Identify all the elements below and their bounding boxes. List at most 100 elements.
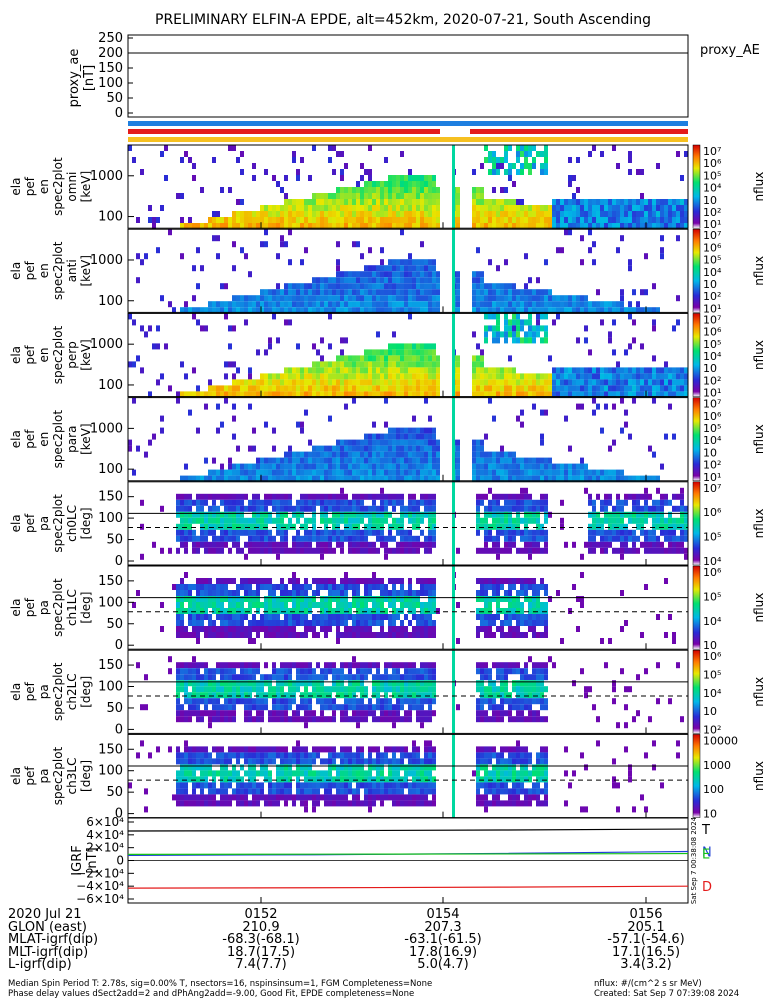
- proxy-ae-tick-label: 0: [115, 106, 123, 121]
- colorbar-1: 10⁷10⁶10⁵10⁴10⁳10²10¹ nflux: [693, 229, 766, 315]
- panel-6-ylabel: ch2LC: [65, 673, 79, 710]
- panel-7-ylabel: spec2plot: [51, 746, 65, 805]
- panel-0-ylabel: spec2plot: [51, 157, 65, 216]
- panel-3-tick-label: 100: [98, 462, 123, 477]
- colorbar-5: 10⁶10⁵10⁴10⁳nflux: [693, 566, 766, 652]
- orbit-row-label: L-igrf(dip): [8, 959, 72, 972]
- spectrogram-panel-7: 150 100 50 0 ela pef pa spec2plot ch3LC [deg] 1000…: [9, 734, 766, 821]
- igrf-tick-label: −6×10⁴: [76, 892, 124, 906]
- panel-6-tick-label: 150: [98, 658, 123, 673]
- panel-3-ylabel: spec2plot: [51, 410, 65, 469]
- colorbar-tick-label: 10⁵: [703, 338, 721, 351]
- colorbar-label: nflux: [752, 256, 766, 286]
- panel-4-tick-label: 150: [98, 490, 123, 505]
- orbit-value: 7.4(7.7): [235, 959, 287, 972]
- colorbar-tick-label: 10⁳: [703, 278, 717, 291]
- panel-5-ylabel: spec2plot: [51, 578, 65, 637]
- colorbar-tick-label: 10⁵: [703, 669, 721, 682]
- colorbar-tick-label: 10⁶: [703, 157, 722, 170]
- panel-1-ylabel: en: [37, 263, 51, 278]
- proxy-ae-tick-label: 100: [98, 76, 123, 91]
- colorbar-tick-label: 10⁵: [703, 590, 721, 603]
- panel-2-tick-label: 100: [98, 378, 123, 393]
- panel-4-ylabel: pa: [37, 516, 51, 531]
- panel-3-ylabel: [keV]: [79, 423, 93, 454]
- panel-7-ylabel: pef: [23, 766, 37, 786]
- orbit-table: 2020 Jul 21 0152 0154 0156 GLON (east) 210.9 2…: [8, 909, 768, 973]
- colorbar-tick-label: 10⁷: [703, 313, 721, 326]
- colorbar-7: 10000100010010nflux: [693, 734, 766, 820]
- colorbar-6: 10⁶ 10⁵ 10⁴ 10⁳ 10² nflux: [693, 650, 766, 736]
- panel-1-tick-label: 1000: [90, 253, 123, 268]
- colorbar-tick-label: 10⁵: [703, 531, 721, 544]
- colorbar-tick-label: 10⁳: [703, 446, 717, 459]
- colorbar-tick-label: 100: [703, 783, 724, 796]
- panel-2-tick-label: 1000: [90, 337, 123, 352]
- footer-units: nflux: #/(cm^2 s sr MeV): [594, 979, 702, 989]
- spectrogram-panel-3: 1000100ela pef en spec2plot para [keV]10⁷10⁶1…: [9, 398, 766, 484]
- colorbar-tick-label: 10⁶: [703, 650, 722, 663]
- igrf-stamp: Sat Sep 7 00:38:08 2024: [690, 816, 698, 904]
- colorbar-label: nflux: [752, 593, 766, 623]
- panel-4-tick-label: 0: [115, 554, 123, 569]
- orbit-value: 3.4(3.2): [620, 959, 672, 972]
- proxy-ae-panel: 250200150100500 proxy_ae [nT] proxy_AE: [67, 31, 760, 121]
- colorbar-tick-label: 10⁴: [703, 182, 722, 195]
- colorbar-4: 10⁷ 10⁶ 10⁵ 10⁴ nflux: [693, 482, 766, 568]
- panel-1-ylabel: anti: [65, 259, 79, 282]
- panel-6-tick-label: 50: [106, 701, 123, 716]
- colorbar-tick-label: 10²: [703, 290, 721, 303]
- panel-3-ylabel: para: [65, 426, 79, 453]
- panel-3-ylabel: ela: [9, 430, 23, 448]
- panel-7-tick-label: 50: [106, 785, 123, 800]
- panel-3-ylabel: en: [37, 432, 51, 447]
- panel-5-ylabel: pef: [23, 597, 37, 617]
- colorbar-tick-label: 10⁵: [703, 254, 721, 267]
- panel-0-ylabel: pef: [23, 176, 37, 196]
- igrf-legend-E: E: [702, 848, 710, 863]
- spectrogram-cells: [140, 488, 688, 560]
- colorbar-2: 10⁷10⁶10⁵10⁴10⁳10²10¹ nflux: [693, 313, 766, 399]
- colorbar-tick-label: 10⁶: [703, 506, 722, 519]
- colorbar-tick-label: 10⁶: [703, 326, 722, 339]
- panel-6-ylabel: ela: [9, 683, 23, 701]
- panel-6-ylabel: pa: [37, 684, 51, 699]
- panel-7-ylabel: pa: [37, 769, 51, 784]
- panel-6-ylabel: pef: [23, 681, 37, 701]
- footer-line-1: Median Spin Period T: 2.78s, sig=0.00% T…: [8, 979, 432, 989]
- proxy-ae-tick-label: 150: [98, 61, 123, 76]
- panel-2-ylabel: en: [37, 348, 51, 363]
- panel-7-tick-label: 150: [98, 742, 123, 757]
- plot-title: PRELIMINARY ELFIN-A EPDE, alt=452km, 202…: [155, 12, 651, 28]
- spectrogram-panel-2: 1000100ela pef en spec2plot perp [keV]10⁷10⁶1…: [9, 313, 766, 399]
- colorbar-label: nflux: [752, 340, 766, 370]
- colorbar-tick-label: 10⁷: [703, 398, 721, 411]
- panel-5-ylabel: [deg]: [79, 592, 93, 624]
- colorbar-tick-label: 10: [703, 808, 717, 821]
- panel-0-ylabel: omni: [65, 172, 79, 202]
- panel-1-tick-label: 100: [98, 294, 123, 309]
- panel-5-ylabel: ch1LC: [65, 589, 79, 626]
- colorbar-tick-label: 10⁷: [703, 229, 721, 242]
- panel-5-tick-label: 100: [98, 595, 123, 610]
- colorbar-0: 10⁷10⁶10⁵10⁴10⁳10²10¹nflux: [693, 145, 766, 231]
- colorbar-label: nflux: [752, 424, 766, 454]
- colorbar-tick-label: 10⁶: [703, 410, 722, 423]
- proxy-ae-tick-label: 50: [106, 91, 123, 106]
- panel-3-tick-label: 1000: [90, 421, 123, 436]
- spectrogram-panel-4: 150100500ela pef pa spec2plot ch0LC [deg]10⁷1…: [9, 482, 766, 569]
- panel-2-ylabel: perp: [65, 341, 79, 369]
- colorbar-tick-label: 10⁷: [703, 482, 721, 495]
- colorbar-tick-label: 10⁵: [703, 422, 721, 435]
- colorbar-tick-label: 10⁴: [703, 350, 722, 363]
- panel-3-ylabel: pef: [23, 429, 37, 449]
- colorbar-tick-label: 10⁴: [703, 687, 722, 700]
- spectrogram-panel-1: 1000100ela pef en spec2plot anti [keV]10⁷10⁶1…: [9, 229, 766, 315]
- panel-4-ylabel: [deg]: [79, 507, 93, 539]
- panel-5-ylabel: pa: [37, 600, 51, 615]
- panel-0-ylabel: [keV]: [79, 171, 93, 202]
- colorbar-tick-label: 10⁴: [703, 266, 722, 279]
- panel-5-ylabel: ela: [9, 599, 23, 617]
- proxy-ae-tick-label: 200: [98, 46, 123, 61]
